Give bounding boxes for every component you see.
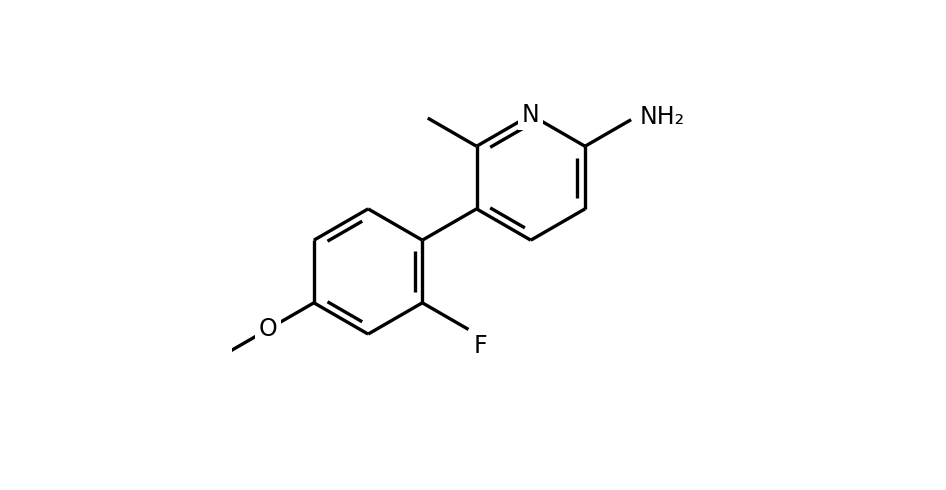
- Text: NH₂: NH₂: [639, 105, 685, 129]
- Text: F: F: [473, 334, 487, 358]
- Text: N: N: [522, 103, 539, 127]
- Text: O: O: [258, 318, 277, 342]
